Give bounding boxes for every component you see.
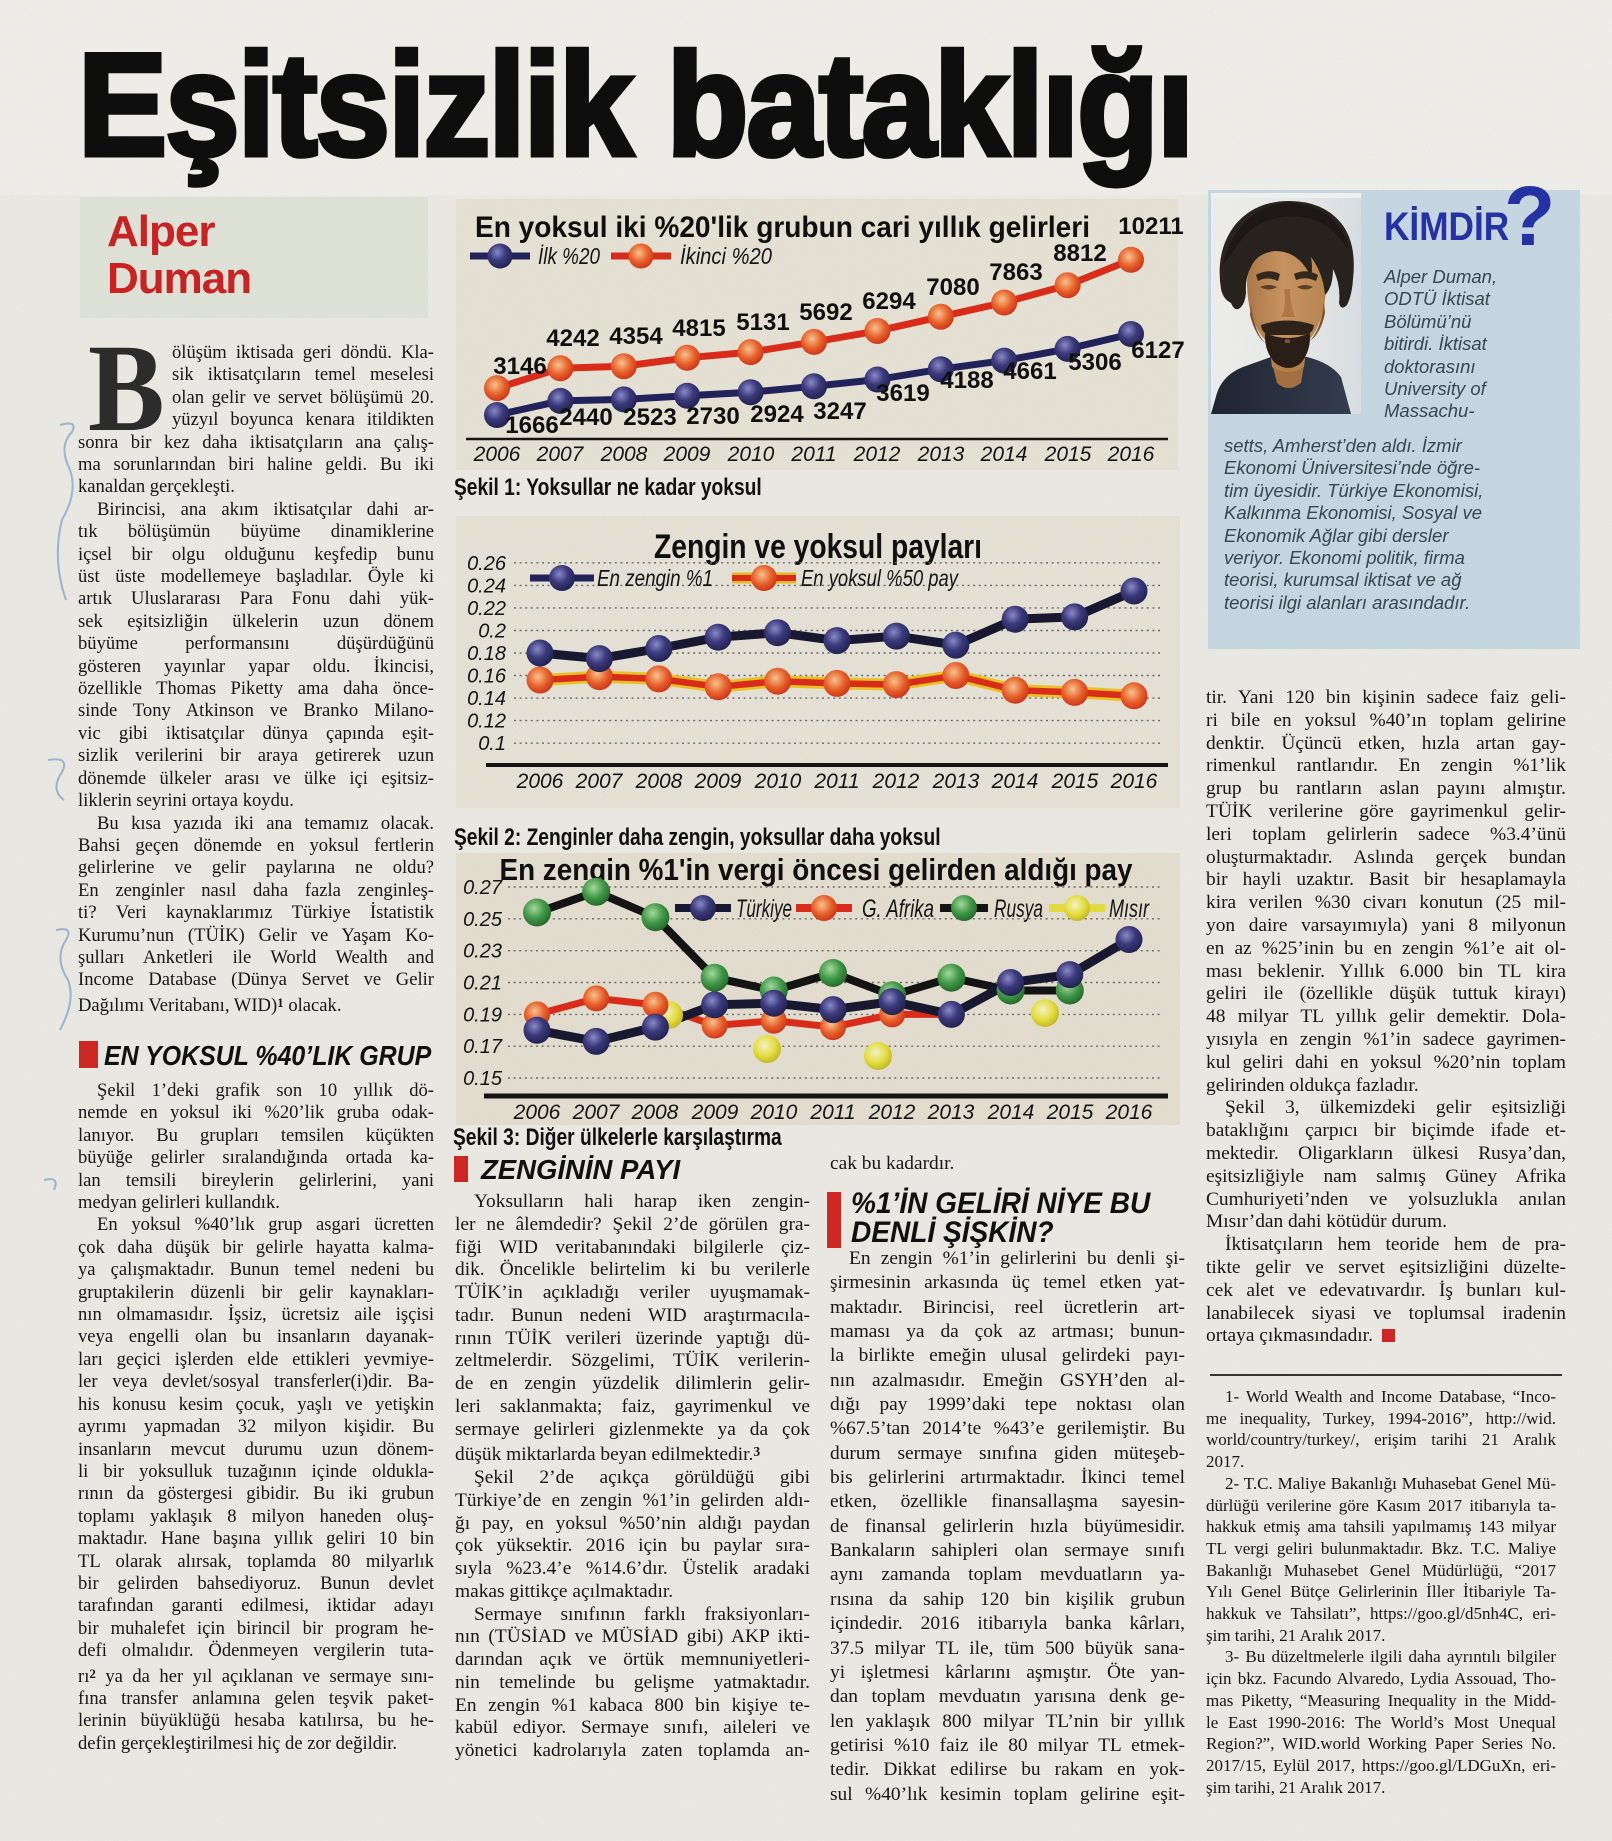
svg-text:2011: 2011 — [813, 770, 859, 793]
svg-text:2016: 2016 — [1110, 770, 1158, 793]
svg-text:2015: 2015 — [1044, 443, 1092, 466]
svg-text:En yoksul iki %20'lik grubun c: En yoksul iki %20'lik grubun cari yıllık… — [475, 211, 1090, 244]
svg-text:2006: 2006 — [473, 443, 521, 466]
svg-text:2008: 2008 — [600, 443, 648, 466]
svg-text:4354: 4354 — [609, 323, 663, 350]
svg-text:6294: 6294 — [862, 288, 916, 315]
svg-text:Zengin ve yoksul payları: Zengin ve yoksul payları — [654, 528, 982, 566]
svg-text:2924: 2924 — [750, 401, 804, 428]
svg-text:3619: 3619 — [876, 380, 929, 407]
svg-text:2010: 2010 — [750, 1101, 798, 1124]
svg-text:0.24: 0.24 — [467, 575, 506, 597]
svg-text:2523: 2523 — [623, 404, 676, 431]
svg-text:2010: 2010 — [754, 770, 802, 793]
svg-text:2015: 2015 — [1046, 1101, 1094, 1124]
svg-text:En yoksul %50 pay: En yoksul %50 pay — [801, 565, 959, 591]
svg-text:2014: 2014 — [980, 443, 1028, 466]
svg-text:Mısır: Mısır — [1109, 895, 1150, 923]
svg-text:0.15: 0.15 — [463, 1068, 503, 1090]
svg-text:0.18: 0.18 — [467, 643, 506, 665]
svg-text:0.22: 0.22 — [467, 598, 506, 620]
svg-text:7080: 7080 — [926, 274, 979, 301]
svg-text:2008: 2008 — [631, 1101, 679, 1124]
svg-text:10211: 10211 — [1118, 213, 1183, 240]
svg-text:4242: 4242 — [546, 325, 599, 352]
svg-text:2012: 2012 — [853, 443, 901, 466]
svg-text:2011: 2011 — [790, 443, 836, 466]
svg-text:4188: 4188 — [940, 367, 993, 394]
svg-text:0.17: 0.17 — [463, 1036, 503, 1058]
svg-text:İlk %20: İlk %20 — [538, 243, 600, 269]
svg-text:0.25: 0.25 — [463, 909, 503, 931]
svg-text:2007: 2007 — [572, 1101, 621, 1124]
svg-text:0.26: 0.26 — [467, 553, 507, 575]
svg-text:0.1: 0.1 — [478, 733, 506, 755]
svg-text:0.21: 0.21 — [463, 973, 502, 995]
svg-text:2008: 2008 — [635, 770, 683, 793]
svg-text:2016: 2016 — [1107, 443, 1155, 466]
svg-text:5131: 5131 — [736, 309, 789, 336]
svg-text:2015: 2015 — [1051, 770, 1099, 793]
svg-text:4815: 4815 — [672, 315, 725, 342]
svg-text:1666: 1666 — [505, 412, 558, 439]
svg-text:2730: 2730 — [686, 403, 739, 430]
svg-text:0.27: 0.27 — [463, 877, 503, 899]
svg-text:2014: 2014 — [991, 770, 1039, 793]
svg-text:0.2: 0.2 — [478, 621, 506, 643]
svg-text:0.16: 0.16 — [467, 666, 507, 688]
svg-text:2009: 2009 — [691, 1101, 739, 1124]
svg-text:2007: 2007 — [575, 770, 624, 793]
svg-text:0.12: 0.12 — [467, 711, 506, 733]
svg-text:2012: 2012 — [868, 1101, 916, 1124]
svg-text:3247: 3247 — [813, 398, 866, 425]
svg-text:Rusya: Rusya — [994, 895, 1043, 923]
svg-text:0.19: 0.19 — [463, 1004, 502, 1026]
svg-text:2007: 2007 — [536, 443, 585, 466]
svg-text:İkinci %20: İkinci %20 — [680, 243, 772, 269]
svg-text:8812: 8812 — [1053, 240, 1106, 267]
svg-text:2010: 2010 — [727, 443, 775, 466]
svg-text:5306: 5306 — [1068, 349, 1121, 376]
svg-text:2011: 2011 — [809, 1101, 855, 1124]
svg-text:0.23: 0.23 — [463, 941, 502, 963]
svg-text:2006: 2006 — [513, 1101, 561, 1124]
svg-text:En zengin %1: En zengin %1 — [597, 565, 713, 591]
svg-text:2013: 2013 — [917, 443, 965, 466]
svg-text:G. Afrika: G. Afrika — [862, 895, 934, 923]
svg-text:2013: 2013 — [932, 770, 980, 793]
svg-text:2012: 2012 — [872, 770, 920, 793]
svg-text:2013: 2013 — [927, 1101, 975, 1124]
svg-text:Türkiye: Türkiye — [736, 895, 792, 923]
svg-text:2009: 2009 — [694, 770, 742, 793]
svg-text:5692: 5692 — [799, 299, 852, 326]
svg-text:6127: 6127 — [1131, 337, 1184, 364]
svg-text:2006: 2006 — [516, 770, 564, 793]
svg-text:3146: 3146 — [493, 353, 546, 380]
svg-text:7863: 7863 — [989, 259, 1042, 286]
svg-text:0.14: 0.14 — [467, 688, 506, 710]
svg-text:4661: 4661 — [1003, 358, 1056, 385]
svg-text:2009: 2009 — [663, 443, 711, 466]
svg-text:2014: 2014 — [987, 1101, 1035, 1124]
svg-text:2440: 2440 — [559, 404, 612, 431]
svg-text:2016: 2016 — [1105, 1101, 1153, 1124]
